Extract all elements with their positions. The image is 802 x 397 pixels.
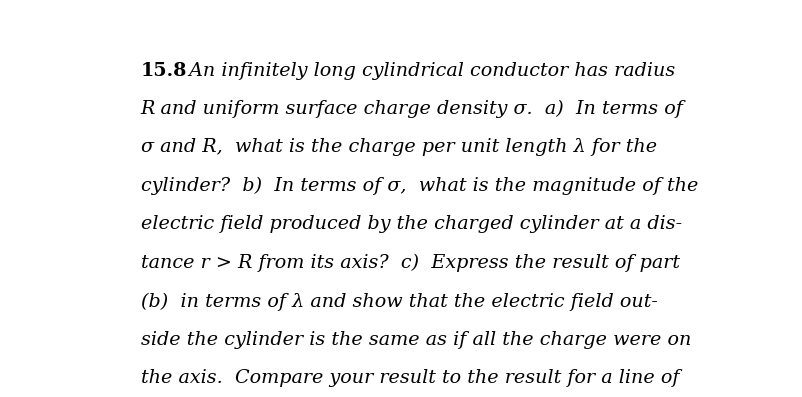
Text: side the cylinder is the same as if all the charge were on: side the cylinder is the same as if all … [140, 331, 691, 349]
Text: (b)  in terms of λ and show that the electric field out-: (b) in terms of λ and show that the elec… [140, 293, 658, 311]
Text: tance r > R from its axis?  c)  Express the result of part: tance r > R from its axis? c) Express th… [140, 254, 679, 272]
Text: cylinder?  b)  In terms of σ,  what is the magnitude of the: cylinder? b) In terms of σ, what is the … [140, 177, 698, 195]
Text: 15.8: 15.8 [140, 62, 187, 79]
Text: electric field produced by the charged cylinder at a dis-: electric field produced by the charged c… [140, 216, 682, 233]
Text: An infinitely long cylindrical conductor has radius: An infinitely long cylindrical conductor… [183, 62, 675, 79]
Text: σ and R,  what is the charge per unit length λ for the: σ and R, what is the charge per unit len… [140, 139, 657, 156]
Text: the axis.  Compare your result to the result for a line of: the axis. Compare your result to the res… [140, 370, 679, 387]
Text: R and uniform surface charge density σ.  a)  In terms of: R and uniform surface charge density σ. … [140, 100, 683, 118]
